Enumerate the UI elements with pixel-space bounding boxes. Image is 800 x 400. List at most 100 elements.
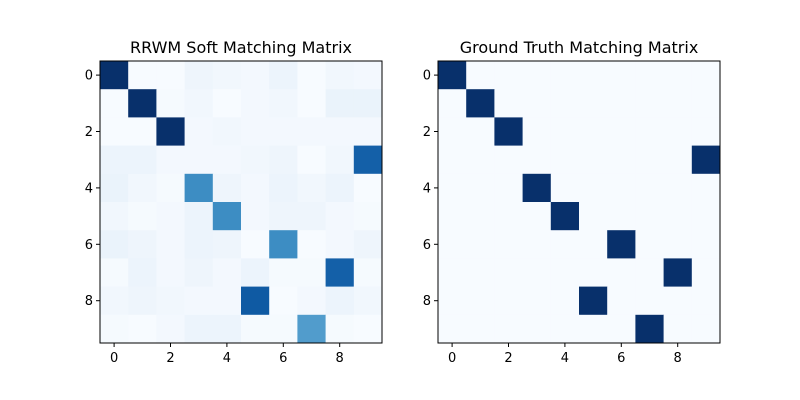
- heatmap-cell: [550, 145, 580, 175]
- heatmap-cell: [325, 314, 355, 344]
- heatmap-cell: [325, 286, 355, 316]
- heatmap-cell: [663, 286, 693, 316]
- heatmap-cell: [128, 258, 157, 287]
- heatmap-cell: [579, 117, 608, 146]
- y-tick-label: 6: [85, 238, 93, 253]
- heatmap-cell: [184, 145, 214, 175]
- heatmap-cell: [607, 230, 636, 259]
- heatmap-cell: [438, 61, 467, 90]
- heatmap-cell: [269, 286, 298, 316]
- heatmap-cell: [241, 230, 270, 259]
- heatmap-cell: [466, 117, 495, 146]
- heatmap-cell: [522, 202, 552, 231]
- heatmap-cell: [184, 117, 214, 146]
- heatmap-cell: [241, 258, 270, 287]
- heatmap-cell: [353, 258, 383, 287]
- heatmap-cell: [607, 145, 636, 175]
- heatmap-cell: [522, 230, 552, 259]
- heatmap-cell: [156, 314, 185, 344]
- heatmap-cell: [241, 89, 270, 118]
- heatmap-cell: [663, 202, 693, 231]
- heatmap-cell: [550, 258, 580, 287]
- heatmap-cell: [438, 230, 467, 259]
- heatmap-cell: [241, 117, 270, 146]
- heatmap-cell: [269, 61, 298, 90]
- heatmap-cell: [297, 314, 326, 344]
- heatmap-cell: [297, 145, 326, 175]
- heatmap-cell: [663, 61, 693, 90]
- heatmap-cell: [579, 61, 608, 90]
- heatmap-cell: [212, 286, 242, 316]
- heatmap-cell: [100, 314, 129, 344]
- heatmap-cell: [325, 173, 355, 203]
- heatmap-cell: [128, 286, 157, 316]
- heatmap-cell: [663, 314, 693, 344]
- heatmap-cell: [325, 145, 355, 175]
- heatmap-cell: [353, 202, 383, 231]
- heatmap-cell: [156, 258, 185, 287]
- heatmap-cell: [184, 202, 214, 231]
- y-tick-label: 2: [85, 125, 93, 140]
- heatmap-cell: [466, 173, 495, 203]
- heatmap-cell: [128, 230, 157, 259]
- heatmap-cell: [438, 89, 467, 118]
- ground-truth-matching-panel: Ground Truth Matching Matrix 0 2 4 6 8 0 2 4 6 8: [423, 38, 721, 366]
- heatmap-cell: [297, 173, 326, 203]
- heatmap-cell: [128, 89, 157, 118]
- heatmap-cell: [691, 89, 721, 118]
- heatmap-cells: [438, 61, 721, 344]
- heatmap-cell: [438, 258, 467, 287]
- heatmap-cell: [607, 286, 636, 316]
- heatmap-cell: [184, 258, 214, 287]
- heatmap-cell: [128, 202, 157, 231]
- heatmap-cell: [241, 173, 270, 203]
- heatmap-cell: [184, 314, 214, 344]
- heatmap-cell: [691, 117, 721, 146]
- x-axis: 0 2 4 6 8: [448, 343, 682, 366]
- heatmap-cell: [635, 202, 664, 231]
- heatmap-cell: [466, 89, 495, 118]
- y-tick-label: 8: [423, 294, 431, 309]
- heatmap-cell: [522, 314, 552, 344]
- heatmap-cell: [550, 61, 580, 90]
- heatmap-cell: [494, 145, 523, 175]
- heatmap-cell: [635, 258, 664, 287]
- heatmap-cell: [212, 230, 242, 259]
- y-tick-label: 8: [85, 294, 93, 309]
- heatmap-cell: [550, 89, 580, 118]
- heatmap-cell: [353, 173, 383, 203]
- y-tick-label: 6: [423, 238, 431, 253]
- heatmap-cell: [579, 286, 608, 316]
- heatmap-cell: [184, 230, 214, 259]
- heatmap-cell: [156, 145, 185, 175]
- heatmap-cell: [241, 286, 270, 316]
- heatmap-cell: [212, 173, 242, 203]
- chart-title: RRWM Soft Matching Matrix: [130, 38, 352, 57]
- heatmap-cell: [156, 61, 185, 90]
- heatmap-cell: [691, 202, 721, 231]
- heatmap-cell: [494, 286, 523, 316]
- heatmap-cell: [156, 173, 185, 203]
- y-axis: 0 2 4 6 8: [85, 69, 100, 309]
- heatmap-cell: [241, 314, 270, 344]
- heatmap-cell: [466, 202, 495, 231]
- x-tick-label: 2: [504, 351, 512, 366]
- heatmap-cell: [579, 314, 608, 344]
- heatmap-cell: [466, 286, 495, 316]
- heatmap-cell: [269, 173, 298, 203]
- heatmap-cell: [212, 258, 242, 287]
- heatmap-cell: [353, 61, 383, 90]
- heatmap-cell: [522, 145, 552, 175]
- heatmap-cell: [550, 230, 580, 259]
- heatmap-cell: [128, 314, 157, 344]
- heatmap-cell: [663, 89, 693, 118]
- heatmap-cell: [607, 258, 636, 287]
- heatmap-cell: [269, 89, 298, 118]
- heatmap-cell: [156, 89, 185, 118]
- heatmap-cell: [550, 286, 580, 316]
- heatmap-cell: [550, 117, 580, 146]
- heatmap-cell: [522, 173, 552, 203]
- plot-frame: [437, 60, 721, 344]
- heatmap-cell: [663, 117, 693, 146]
